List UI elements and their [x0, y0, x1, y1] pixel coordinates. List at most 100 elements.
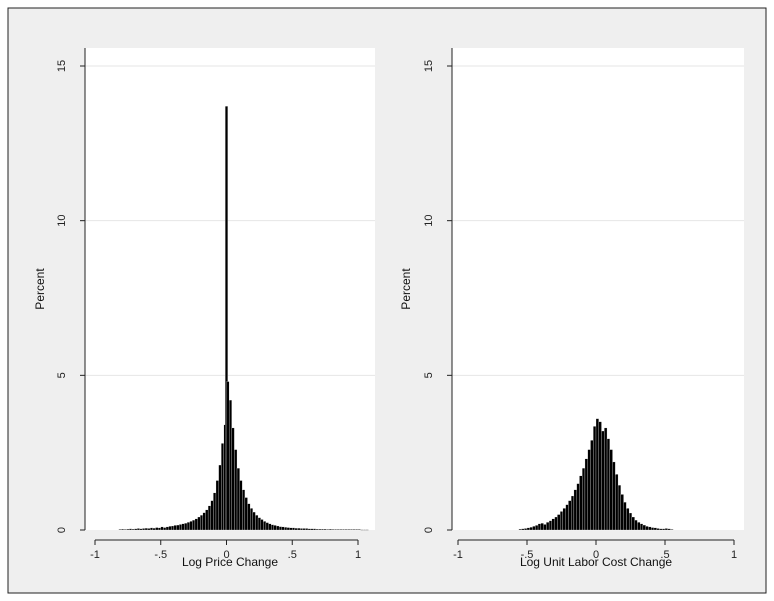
histogram-bar: [355, 529, 359, 531]
x-axis-ticks: -1 -.5 0 .5 1: [453, 539, 737, 561]
x-axis-ticks: -1 -.5 0 .5 1: [90, 539, 361, 561]
y-gridlines: [452, 65, 744, 376]
histogram-bar: [617, 485, 621, 531]
histogram-bar: [667, 528, 671, 531]
x-tick-label: 1: [731, 549, 737, 561]
histogram-bar: [349, 529, 353, 531]
histogram-bar: [551, 518, 555, 531]
histogram-bar: [147, 528, 151, 531]
histogram-bar: [637, 522, 641, 531]
histogram-bar: [294, 528, 298, 531]
histogram-bar: [284, 527, 288, 531]
histogram-bar: [587, 449, 591, 531]
histogram-bar: [336, 529, 340, 531]
histogram-bar: [271, 524, 274, 531]
histogram-bar: [150, 527, 153, 531]
histogram-bar: [554, 516, 558, 531]
histogram-bar: [239, 480, 243, 531]
x-tick-label: -1: [453, 549, 463, 561]
histogram-bar: [202, 512, 206, 531]
histogram-bar: [670, 529, 674, 531]
histogram-bar: [268, 523, 272, 531]
x-tick-label: .5: [660, 549, 669, 561]
histogram-bar: [664, 528, 668, 531]
histogram-bar: [229, 399, 232, 531]
histogram-bar: [524, 528, 528, 531]
x-axis-title: Log Unit Labor Cost Change: [520, 555, 672, 569]
histogram-bar: [297, 528, 301, 531]
histogram-bar: [318, 528, 322, 531]
histogram-bar: [286, 527, 290, 531]
histogram-bar: [263, 521, 267, 531]
y-tick-label: 10: [56, 215, 68, 227]
histogram-bar: [344, 529, 348, 531]
histogram-bar: [609, 449, 613, 531]
x-tick-label: 0: [593, 549, 599, 561]
histogram-bar: [197, 516, 201, 531]
histogram-bar: [648, 526, 652, 531]
histogram-bar: [131, 528, 135, 531]
x-tick-label: 0: [223, 549, 229, 561]
x-tick-label: -.5: [154, 549, 167, 561]
histogram-bar: [521, 528, 525, 531]
histogram-bar: [129, 528, 132, 531]
histogram-bar: [595, 418, 599, 531]
histogram-bar: [615, 474, 619, 531]
y-tick-label: 5: [423, 372, 435, 378]
histogram-bar: [292, 527, 296, 531]
y-axis-ticks: 0 5 10 15: [56, 60, 85, 533]
histogram-bar: [123, 529, 127, 531]
histogram-bar: [250, 508, 253, 531]
x-tick-label: -1: [90, 549, 100, 561]
histogram-bar: [231, 427, 235, 531]
histogram-bar: [144, 528, 148, 531]
histogram-bar: [328, 528, 332, 531]
histogram-bar: [192, 519, 196, 531]
histogram-bar: [126, 528, 130, 531]
histogram-bar: [631, 516, 635, 531]
histogram-bar: [540, 523, 544, 531]
histogram-bar: [305, 528, 309, 531]
histogram-bar: [606, 438, 610, 531]
histogram-bar: [173, 525, 177, 531]
histogram-bar: [590, 440, 594, 531]
histogram-bar: [168, 526, 172, 531]
histogram-bar: [313, 528, 317, 531]
histogram-bar: [548, 520, 552, 531]
histogram-bar: [518, 528, 522, 531]
histogram-bar: [255, 515, 259, 531]
histogram-bar: [321, 528, 324, 531]
histogram-bar: [181, 523, 185, 531]
histogram-bar: [276, 525, 280, 531]
histogram-bar: [163, 527, 167, 531]
y-axis-title: Percent: [399, 268, 413, 310]
histogram-bar: [136, 528, 140, 531]
histogram-bar: [302, 528, 306, 531]
y-tick-label: 15: [56, 60, 68, 72]
histogram-bar: [236, 468, 240, 531]
histogram-bar: [352, 529, 356, 531]
histogram-bar: [252, 511, 256, 531]
histogram-bar: [179, 524, 182, 531]
histogram-bar: [623, 502, 627, 531]
histogram-bar: [160, 526, 164, 531]
histogram-bar: [529, 527, 533, 531]
histogram-bar: [226, 381, 230, 531]
histogram-bar: [576, 483, 580, 531]
histogram-bar: [218, 464, 222, 531]
histogram-bar: [565, 504, 569, 531]
histogram-bar: [526, 527, 530, 531]
panel-log-unit-labor-cost-change: 0 5 10 15 -1 -.5 0 .5 1 Log Unit Labor Cost Cha…: [399, 48, 744, 569]
histogram-bar: [200, 515, 203, 531]
histogram-bar: [176, 524, 180, 531]
histogram-bar: [626, 508, 630, 531]
histogram-bar: [310, 528, 314, 531]
x-tick-label: -.5: [521, 549, 534, 561]
histogram-bar: [532, 526, 536, 531]
histogram-bar: [363, 529, 367, 531]
histogram-bar: [184, 523, 188, 531]
x-axis-title: Log Price Change: [182, 555, 278, 569]
histogram-bar: [152, 528, 156, 531]
histogram-bar: [653, 527, 657, 531]
histogram-bar: [265, 522, 269, 531]
